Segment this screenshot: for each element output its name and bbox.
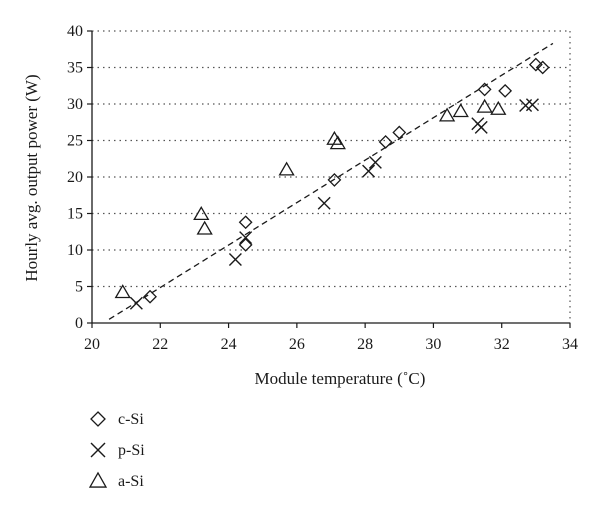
data-point-a-si: [193, 206, 210, 221]
axes: [87, 30, 571, 328]
data-point-a-si: [438, 107, 456, 122]
legend-label-a-si: a-Si: [118, 473, 144, 490]
data-point-c-si: [392, 125, 407, 140]
data-point-a-si: [476, 98, 493, 113]
legend-marker-a-si: [88, 471, 108, 488]
data-point-a-si: [329, 135, 346, 150]
data-point-a-si: [490, 100, 507, 115]
y-tick-label: 30: [67, 96, 83, 113]
data-point-c-si: [528, 57, 543, 72]
marker-stroke: [239, 231, 253, 245]
data-point-a-si: [114, 284, 131, 299]
legend: c-Si p-Si a-Si: [88, 411, 145, 490]
y-tick-label: 15: [67, 206, 83, 223]
legend-label-c-si: c-Si: [118, 411, 144, 428]
y-tick-label: 25: [67, 133, 83, 150]
x-tick-label: 20: [84, 336, 100, 353]
data-point-p-si: [525, 98, 539, 112]
legend-marker-p-si: [90, 442, 106, 458]
data-point-c-si: [238, 237, 253, 252]
gridlines: [92, 30, 571, 323]
marker-stroke: [368, 155, 382, 169]
marker-stroke: [90, 442, 106, 458]
data-point-c-si: [327, 173, 342, 187]
data-point-c-si: [378, 135, 393, 149]
y-tick-label: 20: [67, 169, 83, 186]
legend-label-p-si: p-Si: [118, 442, 145, 459]
data-point-a-si: [326, 130, 343, 145]
tick-labels: 0 5 10 15 20 25 30 35 40 20 22 24 26 28 30 32 34: [67, 23, 578, 353]
data-point-c-si: [535, 60, 550, 75]
marker-stroke: [362, 164, 376, 178]
data-point-p-si: [129, 296, 143, 310]
legend-marker-c-si: [90, 411, 106, 427]
data-point-a-si: [278, 161, 295, 176]
y-tick-label: 40: [67, 23, 83, 40]
data-point-c-si: [238, 215, 253, 230]
marker-stroke: [129, 296, 143, 310]
data-point-p-si: [362, 164, 376, 178]
data-point-a-si: [452, 103, 469, 118]
data-point-c-si: [143, 289, 157, 304]
x-tick-label: 32: [494, 336, 510, 353]
data-point-p-si: [474, 120, 488, 134]
x-axis-title: Module temperature (˚C): [255, 369, 426, 388]
x-tick-label: 30: [425, 336, 441, 353]
marker-stroke: [474, 120, 488, 134]
marker-stroke: [525, 98, 539, 112]
data-points: [114, 57, 550, 310]
x-tick-label: 34: [562, 336, 578, 353]
data-point-a-si: [196, 220, 213, 235]
x-tick-label: 24: [221, 336, 237, 353]
marker-stroke: [317, 196, 331, 210]
y-tick-label: 0: [75, 315, 83, 332]
data-point-p-si: [317, 196, 331, 210]
data-point-p-si: [239, 231, 253, 245]
marker-stroke: [228, 252, 242, 266]
x-tick-label: 22: [152, 336, 168, 353]
data-point-c-si: [477, 82, 492, 97]
y-axis-title: Hourly avg. output power (W): [22, 74, 41, 281]
data-point-c-si: [498, 83, 513, 98]
y-tick-label: 35: [67, 60, 83, 77]
y-tick-label: 10: [67, 242, 83, 259]
data-point-p-si: [228, 252, 242, 266]
x-tick-label: 26: [289, 336, 305, 353]
x-tick-label: 28: [357, 336, 373, 353]
y-tick-label: 5: [75, 279, 83, 296]
data-point-p-si: [368, 155, 382, 169]
